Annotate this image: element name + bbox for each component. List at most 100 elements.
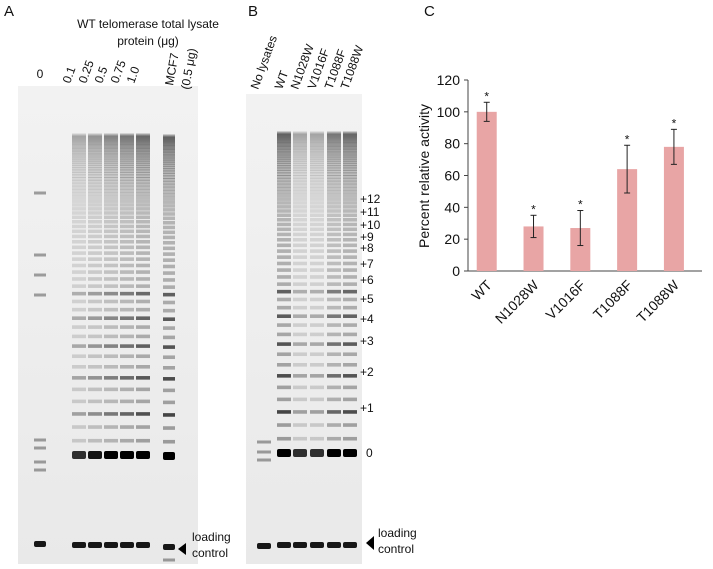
band <box>293 152 307 157</box>
band <box>327 137 341 141</box>
band <box>327 449 341 457</box>
band <box>163 326 175 330</box>
band <box>120 185 134 190</box>
band <box>120 164 134 169</box>
band <box>120 135 134 139</box>
band <box>163 134 175 138</box>
band <box>310 154 324 159</box>
band <box>88 139 102 143</box>
band <box>88 277 102 281</box>
band <box>34 460 46 464</box>
band <box>310 193 324 198</box>
band <box>104 166 118 171</box>
band <box>343 542 357 548</box>
band <box>136 263 150 268</box>
band <box>163 200 175 204</box>
band <box>72 143 86 148</box>
band <box>136 451 150 459</box>
band <box>120 133 134 137</box>
band <box>293 164 307 169</box>
band <box>310 175 324 179</box>
band <box>277 297 291 302</box>
band <box>310 352 324 357</box>
band <box>120 207 134 211</box>
band <box>310 268 324 272</box>
band <box>293 232 307 237</box>
band <box>72 224 86 229</box>
band <box>277 342 291 346</box>
band <box>120 387 134 392</box>
band <box>72 412 86 416</box>
band <box>120 199 134 203</box>
band <box>327 255 341 259</box>
band <box>310 363 324 367</box>
band <box>104 207 118 211</box>
band <box>293 147 307 152</box>
band <box>72 154 86 159</box>
band <box>293 275 307 279</box>
band <box>120 412 134 416</box>
band <box>277 232 291 237</box>
band <box>72 160 86 165</box>
band <box>327 160 341 165</box>
band <box>343 175 357 179</box>
band <box>343 268 357 272</box>
band <box>327 169 341 174</box>
band <box>327 177 341 182</box>
band <box>136 251 150 255</box>
band <box>327 205 341 209</box>
arrowhead <box>366 536 374 550</box>
band <box>120 154 134 159</box>
band <box>293 149 307 153</box>
band <box>293 237 307 242</box>
band <box>293 342 307 346</box>
band <box>120 229 134 234</box>
band <box>136 284 150 288</box>
band <box>327 143 341 147</box>
band <box>163 136 175 140</box>
band <box>310 297 324 302</box>
band <box>343 201 357 205</box>
band <box>163 317 175 321</box>
band <box>136 425 150 429</box>
band <box>327 332 341 337</box>
band <box>120 195 134 200</box>
band <box>104 245 118 250</box>
band <box>88 376 102 380</box>
bar <box>570 228 591 271</box>
band <box>136 177 150 181</box>
band <box>293 423 307 427</box>
band <box>327 132 341 136</box>
lane-label: MCF7 <box>162 52 182 87</box>
band <box>104 174 118 178</box>
band <box>310 190 324 194</box>
band <box>88 135 102 139</box>
band <box>310 237 324 242</box>
band <box>163 278 175 282</box>
band <box>343 205 357 209</box>
band <box>72 399 86 404</box>
band <box>163 544 175 550</box>
band <box>310 261 324 266</box>
band <box>120 291 134 296</box>
band <box>277 160 291 165</box>
band <box>163 264 175 269</box>
band <box>293 397 307 402</box>
band <box>120 325 134 329</box>
bar <box>523 226 544 271</box>
band <box>343 136 357 140</box>
band <box>88 229 102 234</box>
band <box>310 227 324 232</box>
band <box>163 167 175 172</box>
band <box>120 142 134 147</box>
band <box>104 229 118 234</box>
band <box>163 220 175 225</box>
band <box>104 387 118 392</box>
band <box>277 268 291 272</box>
band <box>310 177 324 182</box>
band <box>34 438 46 442</box>
band <box>72 299 86 304</box>
band <box>327 141 341 146</box>
band <box>72 145 86 149</box>
band <box>72 146 86 151</box>
